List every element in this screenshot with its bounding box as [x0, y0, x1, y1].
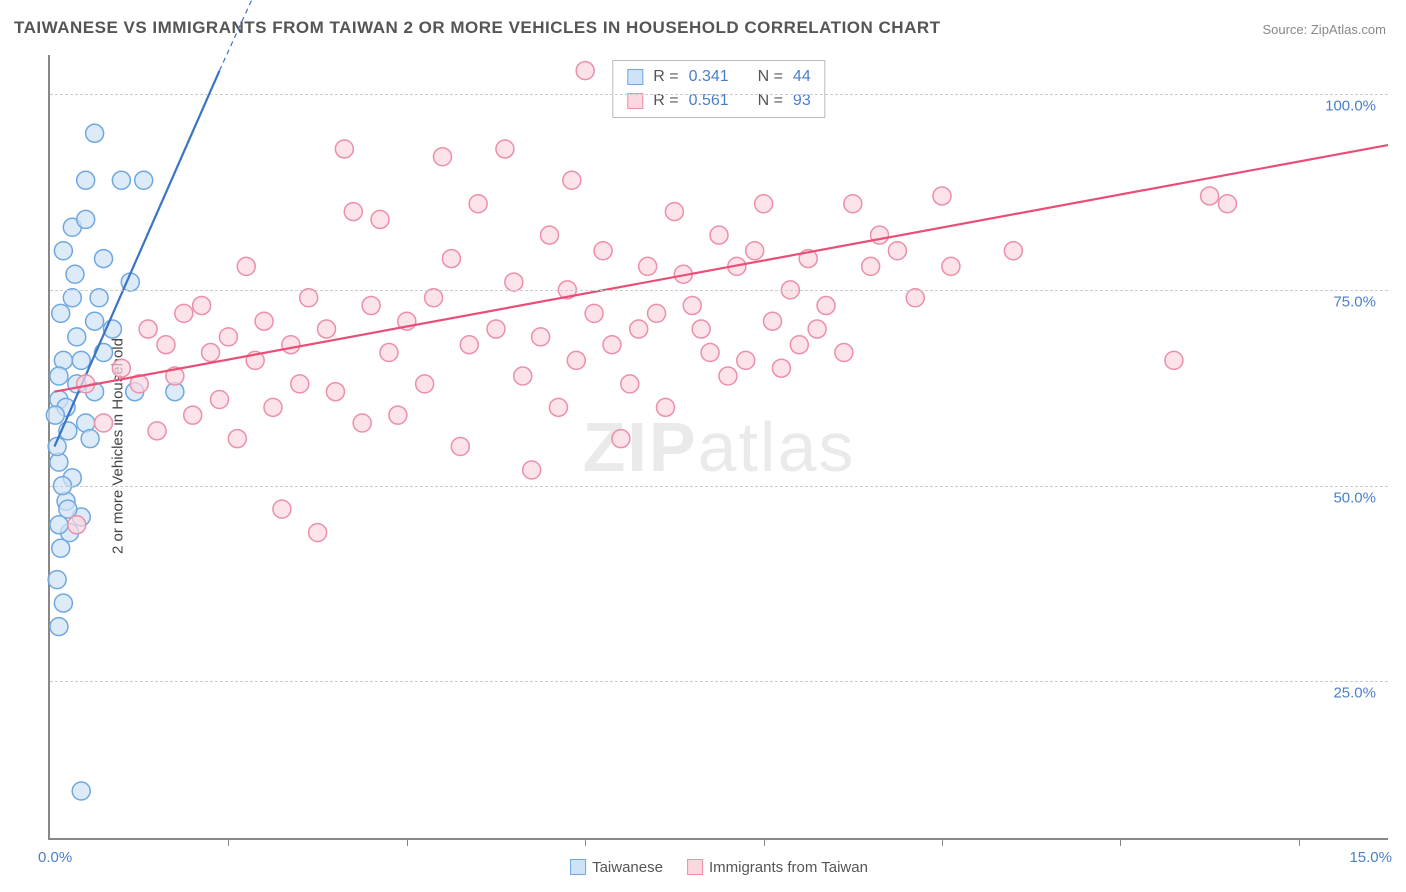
x-tick [1120, 838, 1121, 846]
x-tick [585, 838, 586, 846]
r-label-1: R = [653, 65, 678, 89]
stats-row-2: R = 0.561 N = 93 [627, 89, 810, 113]
stats-row-1: R = 0.341 N = 44 [627, 65, 810, 89]
y-tick-label: 75.0% [1333, 293, 1376, 310]
x-tick [942, 838, 943, 846]
source-link[interactable]: ZipAtlas.com [1311, 22, 1386, 37]
gridline-h [50, 94, 1388, 95]
swatch-immigrants-icon [627, 93, 643, 109]
chart-svg [50, 55, 1388, 838]
stats-legend-box: R = 0.341 N = 44 R = 0.561 N = 93 [612, 60, 825, 118]
gridline-h [50, 681, 1388, 682]
r-label-2: R = [653, 89, 678, 113]
x-max-label: 15.0% [1349, 849, 1392, 866]
x-tick [764, 838, 765, 846]
n-value-2: 93 [793, 89, 811, 113]
bottom-legend: Taiwanese Immigrants from Taiwan [570, 859, 868, 876]
legend-item-1: Taiwanese [570, 859, 663, 876]
gridline-h [50, 486, 1388, 487]
gridline-h [50, 290, 1388, 291]
x-tick [407, 838, 408, 846]
n-label-1: N = [758, 65, 783, 89]
n-value-1: 44 [793, 65, 811, 89]
plot-area: ZIPatlas R = 0.341 N = 44 R = 0.561 N = … [48, 55, 1388, 840]
r-value-2: 0.561 [689, 89, 729, 113]
y-tick-label: 100.0% [1325, 98, 1376, 115]
x-min-label: 0.0% [38, 849, 72, 866]
source-prefix: Source: [1262, 22, 1310, 37]
source-credit: Source: ZipAtlas.com [1262, 22, 1386, 37]
x-tick [1299, 838, 1300, 846]
y-tick-label: 50.0% [1333, 489, 1376, 506]
legend-item-2: Immigrants from Taiwan [687, 859, 868, 876]
y-tick-label: 25.0% [1333, 685, 1376, 702]
legend-swatch-1-icon [570, 859, 586, 875]
legend-label-1: Taiwanese [592, 859, 663, 876]
chart-title: TAIWANESE VS IMMIGRANTS FROM TAIWAN 2 OR… [14, 18, 941, 38]
legend-label-2: Immigrants from Taiwan [709, 859, 868, 876]
r-value-1: 0.341 [689, 65, 729, 89]
legend-swatch-2-icon [687, 859, 703, 875]
n-label-2: N = [758, 89, 783, 113]
swatch-taiwanese-icon [627, 69, 643, 85]
x-tick [228, 838, 229, 846]
